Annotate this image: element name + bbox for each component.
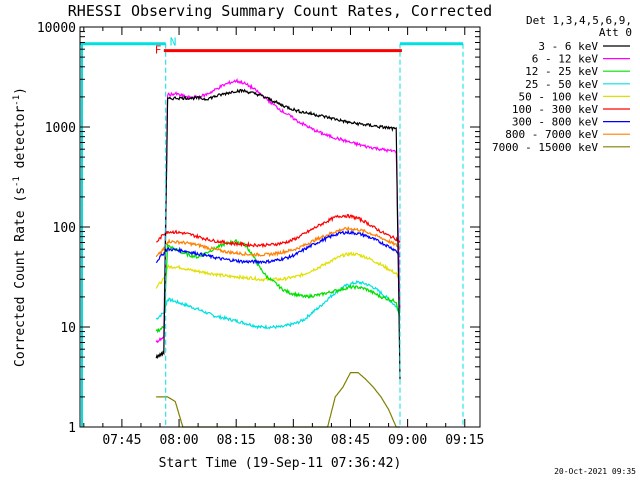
x-tick-label: 09:00 xyxy=(388,433,427,448)
x-tick-label: 09:15 xyxy=(445,433,484,448)
legend-entry-label: 3 - 6 keV xyxy=(538,40,598,53)
legend-entry-label: 800 - 7000 keV xyxy=(505,128,598,141)
y-tick-label: 10000 xyxy=(37,21,76,36)
y-tick-label: 1 xyxy=(68,421,76,436)
legend-entry-label: 50 - 100 keV xyxy=(519,90,599,103)
series-layer xyxy=(155,78,401,428)
y-axis-label-sup2: -1 xyxy=(12,95,22,106)
x-tick-label: 08:30 xyxy=(274,433,313,448)
y-axis-label-end: ) xyxy=(13,87,28,95)
series-line xyxy=(155,88,401,380)
series-line xyxy=(156,372,400,428)
legend-header-1: Det 1,3,4,5,6,9, xyxy=(526,14,632,27)
series-line xyxy=(155,225,401,258)
y-axis-label-main: Corrected Count Rate (s xyxy=(13,187,28,367)
chart-title: RHESSI Observing Summary Count Rates, Co… xyxy=(68,2,492,20)
y-axis-label-mid: detector xyxy=(13,106,28,177)
x-tick-label: 07:45 xyxy=(102,433,141,448)
flare-label: F xyxy=(155,44,162,57)
x-tick-label: 08:15 xyxy=(217,433,256,448)
y-tick-label: 1000 xyxy=(45,121,76,136)
x-tick-label: 08:00 xyxy=(159,433,198,448)
legend-entry-label: 7000 - 15000 keV xyxy=(492,141,598,154)
series-line xyxy=(155,239,401,334)
legend-entry-label: 100 - 300 keV xyxy=(512,103,598,116)
series-line xyxy=(155,280,401,330)
series-line xyxy=(155,251,401,289)
x-axis-label: Start Time (19-Sep-11 07:36:42) xyxy=(159,456,402,471)
x-tick-label: 08:45 xyxy=(331,433,370,448)
plot-frame xyxy=(79,26,481,428)
y-tick-label: 100 xyxy=(53,221,76,236)
series-line xyxy=(155,78,401,344)
legend-entry-label: 25 - 50 keV xyxy=(525,78,598,91)
legend-header-2: Att 0 xyxy=(599,26,632,39)
plot-timestamp: 20-Oct-2021 09:35 xyxy=(554,467,636,476)
series-line xyxy=(156,213,401,249)
y-axis: 1 10 100 1000 10000 xyxy=(37,21,480,436)
y-tick-label: 10 xyxy=(60,321,76,336)
marker-layer: FN xyxy=(80,36,464,427)
y-axis-label: Corrected Count Rate (s-1 detector-1) xyxy=(12,87,28,367)
legend-entry-label: 300 - 800 keV xyxy=(512,116,598,129)
x-axis: 07:45 08:00 08:15 08:30 08:45 09:00 09:15 xyxy=(83,27,484,448)
y-axis-label-sup1: -1 xyxy=(12,176,22,187)
series-line xyxy=(155,229,401,265)
legend-entry-label: 12 - 25 keV xyxy=(525,65,598,78)
night-label: N xyxy=(170,36,177,49)
legend-entry-label: 6 - 12 keV xyxy=(532,53,599,66)
